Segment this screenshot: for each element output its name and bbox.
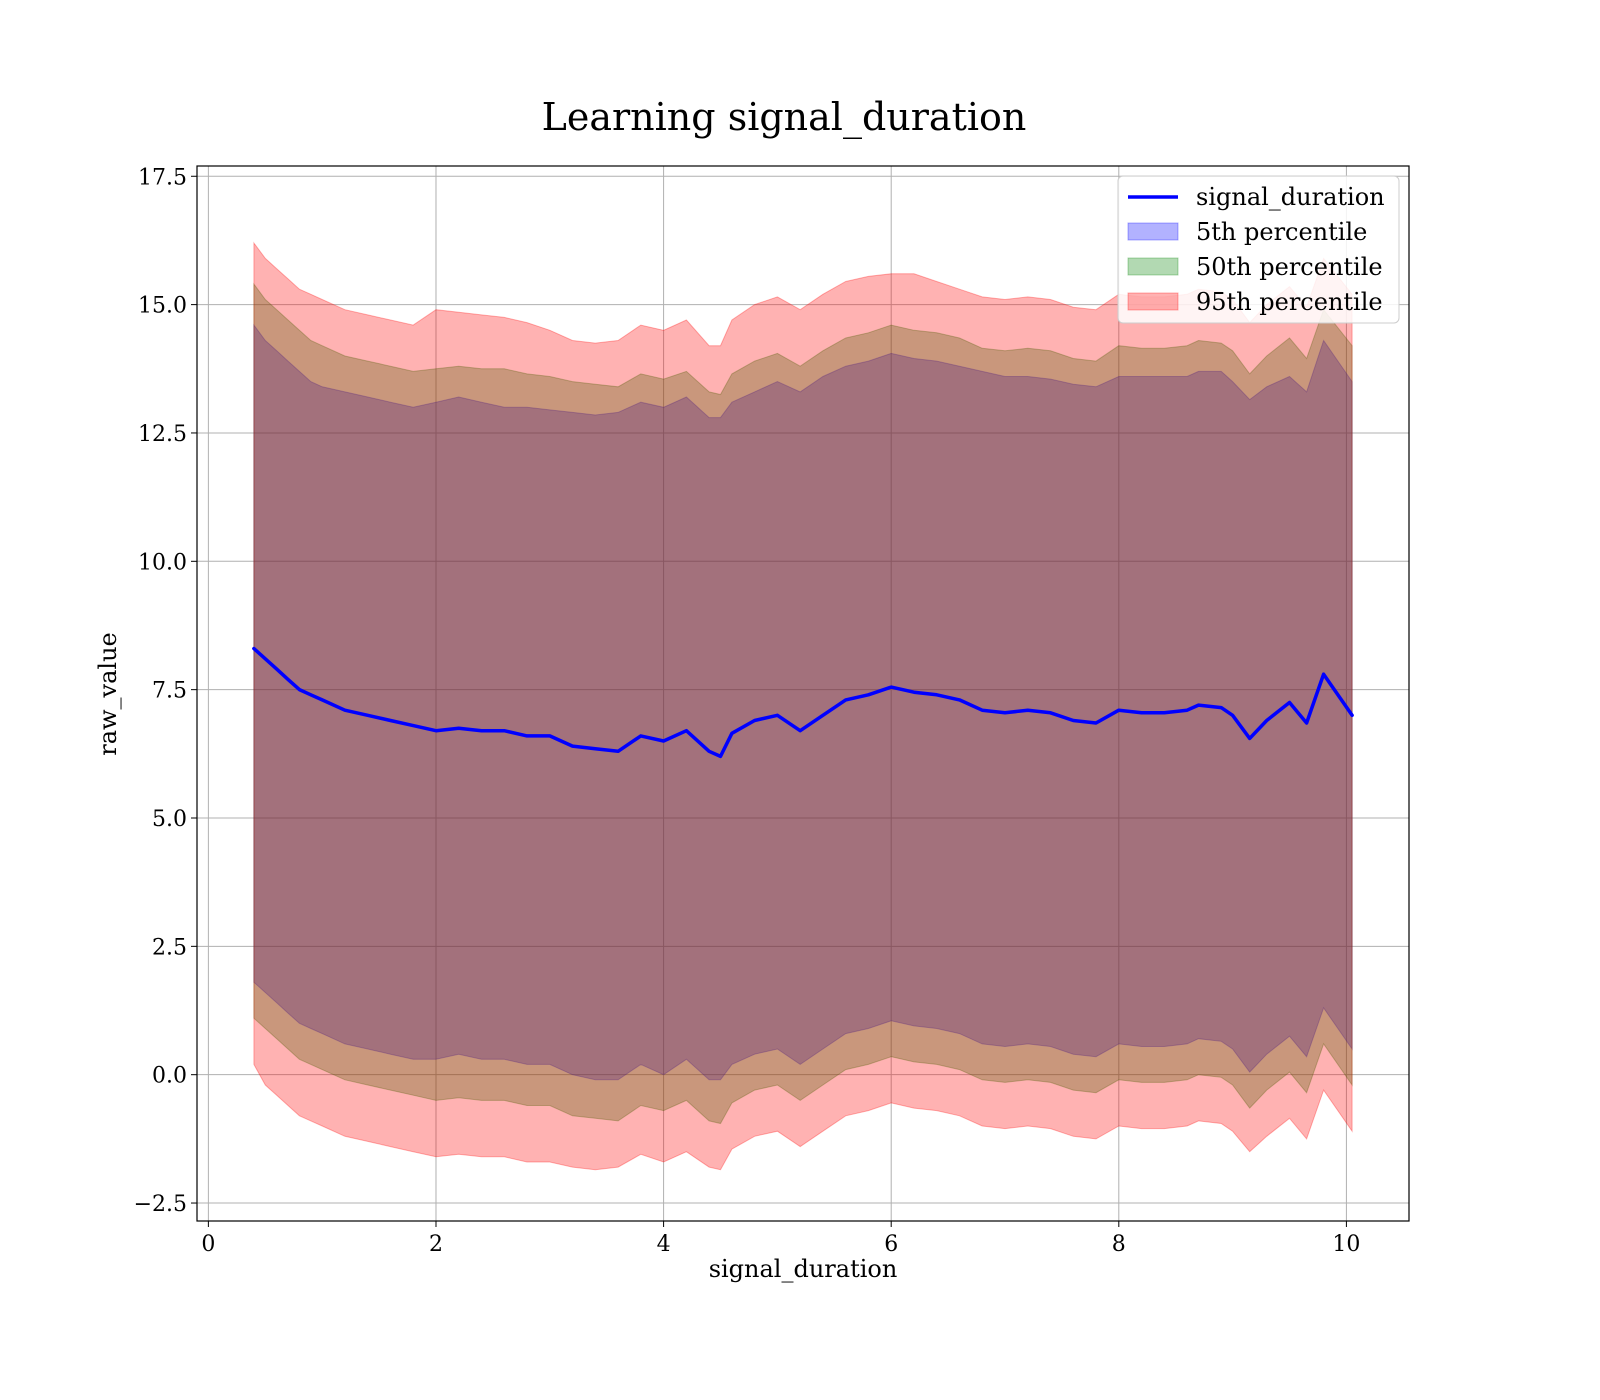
x-tick-label: 6 [884,1232,898,1257]
legend-box [1117,175,1400,324]
band-50th-percentile [253,282,1353,1125]
legend-label-5th-percentile: 5th percentile [1196,218,1367,246]
y-axis-label: raw_value [94,632,122,756]
y-tick-label: 0.0 [152,1064,187,1089]
percentile-bands [253,241,1353,1171]
y-tick-label: 7.5 [152,679,187,704]
legend-label-95th-percentile: 95th percentile [1196,288,1383,316]
y-tick-label: 5.0 [152,807,187,832]
series-line-signal-duration [252,646,1354,759]
legend-swatch-5th [1127,222,1179,241]
y-tick-label: 2.5 [152,935,187,960]
legend-swatch-50th [1127,257,1179,276]
series-line-layer [252,646,1354,759]
x-axis-label: signal_duration [709,1255,898,1283]
axis-ticks: 0 2 4 6 8 10 −2.5 0.0 2.5 5.0 7.5 10.0 12.5 15.0 17.5 [134,165,1361,1257]
x-tick-label: 0 [201,1232,215,1257]
x-tick-label: 4 [657,1232,671,1257]
y-tick-label: 15.0 [138,294,187,319]
x-tick-label: 8 [1112,1232,1126,1257]
legend: signal_duration 5th percentile 50th perc… [1117,175,1400,324]
x-tick-label: 2 [429,1232,443,1257]
y-tick-label: 10.0 [138,550,187,575]
y-tick-label: 12.5 [138,422,187,447]
y-tick-label: 17.5 [138,165,187,190]
legend-swatch-95th [1127,292,1179,311]
plot-frame [196,165,1410,1222]
legend-label-signal-duration: signal_duration [1196,183,1385,211]
legend-label-50th-percentile: 50th percentile [1196,253,1383,281]
band-5th-percentile [253,323,1353,1081]
band-95th-percentile [253,241,1353,1171]
x-tick-label: 10 [1332,1232,1360,1257]
grid [197,166,1409,1221]
y-tick-label: −2.5 [134,1192,187,1217]
chart-title: Learning signal_duration [542,95,1027,140]
